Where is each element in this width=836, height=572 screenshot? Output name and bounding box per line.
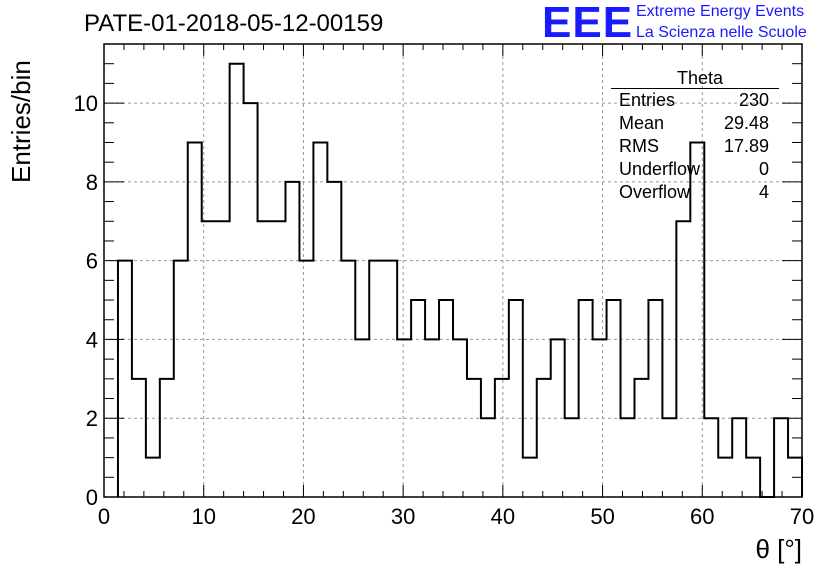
histogram-bin — [718, 458, 732, 497]
logo-line-2: La Scienza nelle Scuole — [636, 24, 807, 41]
histogram-bin — [774, 418, 788, 497]
histogram-bin — [341, 261, 355, 497]
histogram-bin — [634, 379, 648, 497]
histogram-bin — [746, 458, 760, 497]
x-axis-label: θ [°] — [755, 534, 802, 564]
plot-frame — [103, 43, 803, 498]
histogram-bin — [788, 458, 802, 497]
eee-logo: EEE — [542, 0, 634, 47]
stats-label: Mean — [619, 113, 665, 133]
histogram-bin — [258, 221, 272, 497]
y-tick-label: 8 — [86, 170, 98, 195]
histogram-bin — [676, 221, 690, 497]
histogram-bin — [216, 221, 230, 497]
histogram-bin — [188, 142, 202, 497]
stats-label: Overflow — [619, 182, 691, 202]
y-tick-label: 6 — [86, 249, 98, 274]
histogram-bin — [397, 339, 411, 497]
histogram-bin — [453, 339, 467, 497]
stats-box: Theta Entries 230 Mean 29.48 RMS 17.89 Unde… — [611, 68, 779, 204]
x-tick-label: 70 — [790, 504, 814, 529]
histogram-bin — [369, 261, 383, 497]
x-tick-label: 50 — [590, 504, 614, 529]
y-tick-label: 10 — [74, 91, 98, 116]
stats-value: 4 — [758, 182, 769, 202]
axes-box — [103, 43, 803, 498]
stats-row-entries: Entries 230 — [611, 89, 779, 112]
y-tick-label: 2 — [86, 406, 98, 431]
histogram-bin — [411, 300, 425, 497]
histogram-bin — [174, 261, 188, 497]
x-tick-label: 0 — [98, 504, 110, 529]
histogram-bin — [621, 418, 635, 497]
y-tick-label: 4 — [86, 327, 98, 352]
histogram-bin — [565, 418, 579, 497]
histogram-bin — [118, 261, 132, 497]
histogram-bin — [495, 379, 509, 497]
histogram-bins — [116, 62, 803, 498]
y-tick-label: 0 — [86, 485, 98, 510]
histogram-bin — [579, 300, 593, 497]
histogram-bin — [467, 379, 481, 497]
axis-ticks — [103, 43, 803, 498]
histogram-bin — [272, 221, 286, 497]
stats-row-underflow: Underflow 0 — [611, 158, 779, 181]
histogram-bin — [551, 339, 565, 497]
histogram-bin — [662, 418, 676, 497]
y-axis-label: Entries/bin — [6, 60, 36, 183]
stats-label: Underflow — [619, 159, 701, 179]
histogram-bin — [244, 103, 258, 497]
x-tick-label: 10 — [191, 504, 215, 529]
histogram-bin — [537, 379, 551, 497]
x-tick-label: 30 — [391, 504, 415, 529]
histogram-bin — [425, 339, 439, 497]
histogram-bin — [732, 418, 746, 497]
logo-line-1: Extreme Energy Events — [636, 3, 805, 20]
histogram-bin — [383, 261, 397, 497]
histogram-bin — [481, 418, 495, 497]
histogram-bin — [327, 182, 341, 497]
histogram-bin — [439, 300, 453, 497]
histogram-bin — [132, 379, 146, 497]
stats-value: 0 — [758, 159, 769, 179]
histogram-bin — [285, 182, 299, 497]
stats-label: RMS — [619, 136, 659, 156]
histogram-bin — [593, 339, 607, 497]
histogram-bin — [202, 221, 216, 497]
stats-row-overflow: Overflow 4 — [611, 181, 779, 204]
stats-title: Theta — [611, 68, 779, 89]
x-tick-label: 20 — [291, 504, 315, 529]
histogram-bin — [648, 300, 662, 497]
histogram-bin — [355, 339, 369, 497]
histogram-outline — [116, 62, 803, 498]
histogram-bin — [299, 261, 313, 497]
stats-row-mean: Mean 29.48 — [611, 112, 779, 135]
stats-label: Entries — [619, 90, 676, 110]
stats-value: 230 — [738, 90, 769, 110]
histogram-bin — [607, 300, 621, 497]
histogram-bin — [146, 458, 160, 497]
histogram-bin — [523, 458, 537, 497]
stats-value: 29.48 — [723, 113, 769, 133]
histogram-bin — [704, 418, 718, 497]
histogram-bin — [230, 64, 244, 497]
x-tick-label: 40 — [491, 504, 515, 529]
stats-row-rms: RMS 17.89 — [611, 135, 779, 158]
histogram-bin — [313, 142, 327, 497]
x-tick-label: 60 — [690, 504, 714, 529]
histogram-bin — [160, 379, 174, 497]
histogram-bin — [509, 300, 523, 497]
plot-title: PATE-01-2018-05-12-00159 — [84, 10, 384, 37]
stats-value: 17.89 — [723, 136, 769, 156]
